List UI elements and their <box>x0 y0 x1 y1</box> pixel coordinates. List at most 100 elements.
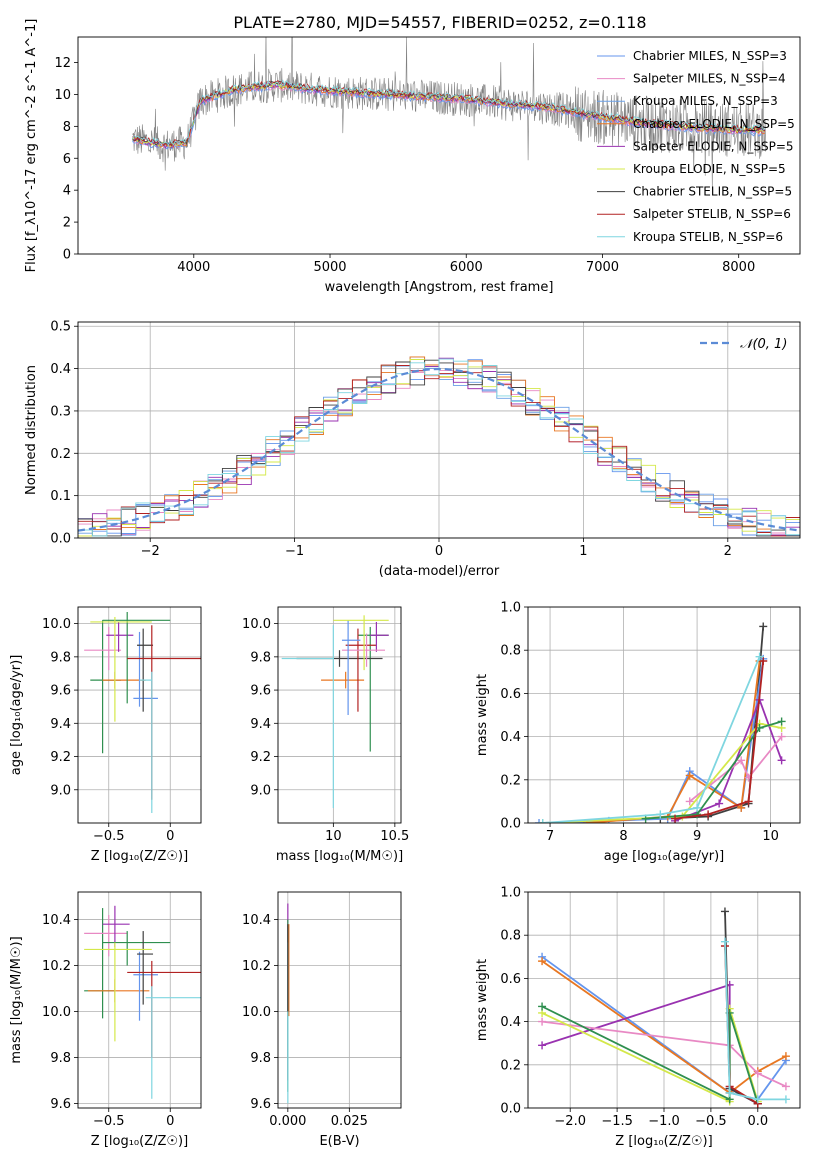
axes-frame <box>77 36 801 255</box>
gaussian-curve <box>78 367 800 532</box>
y-tick-label: 0.2 <box>500 1058 521 1073</box>
age_vs_Z-panel: −0.5 0 9.0 9.2 9.4 9.6 9.8 10.0 Z [log₁₀(Z/Z☉)] a… <box>9 606 202 864</box>
y-tick-label: 0.6 <box>500 687 521 702</box>
x-axis-label: Z [log₁₀(Z/Z☉)] <box>91 849 188 864</box>
y-tick-label: 12 <box>54 56 71 71</box>
legend-label: Salpeter MILES, N_SSP=4 <box>633 72 786 86</box>
x-tick-label: −2.0 <box>554 1114 586 1129</box>
weight-line-6 <box>645 720 782 820</box>
y-tick-label: 4 <box>63 184 71 199</box>
weight-line-7 <box>674 660 765 820</box>
age_vs_mass-panel: 10 10.5 9.0 9.2 9.4 9.6 9.8 10.0 mass [log₁₀(M/M… <box>242 606 409 864</box>
weight-marker <box>759 657 768 665</box>
x-tick-label: 10 <box>325 829 342 844</box>
y-tick-label: 9.6 <box>50 684 71 699</box>
weight-line-8 <box>724 941 786 1101</box>
weight-marker <box>753 1095 762 1104</box>
x-axis-label: E(B-V) <box>319 1134 359 1149</box>
chart-panels: 4000 5000 6000 7000 8000024681012wavelength … <box>9 19 801 1149</box>
axes-frame <box>277 606 402 824</box>
x-tick-label: −1 <box>285 544 304 559</box>
x-axis-label: wavelength [Angstrom, rest frame] <box>325 280 554 295</box>
y-tick-label: 9.8 <box>50 650 71 665</box>
y-tick-label: 1.0 <box>500 601 521 616</box>
y-axis-label: mass weight <box>475 959 490 1041</box>
x-tick-label: 10.5 <box>380 829 409 844</box>
x-axis-label: mass [log₁₀(M/M☉)] <box>276 849 403 864</box>
weight-marker <box>781 1052 790 1061</box>
weight_vs_Z-plot-area <box>528 892 800 1108</box>
y-tick-label: 0.2 <box>50 447 71 462</box>
axes-frame <box>77 606 202 824</box>
weight-marker <box>538 819 547 823</box>
age_vs_mass-plot-area <box>278 607 401 823</box>
x-tick-label: −0.5 <box>695 1114 727 1129</box>
y-axis-label: mass [log₁₀(M/M☉)] <box>9 936 24 1063</box>
mass_vs_Z-plot-area <box>78 892 201 1108</box>
y-tick-label: 9.0 <box>250 783 271 798</box>
y-tick-label: 10.4 <box>42 913 71 928</box>
weight-marker <box>720 937 729 946</box>
weight-marker <box>685 797 694 806</box>
y-tick-label: 0.0 <box>500 1102 521 1117</box>
y-tick-label: 9.8 <box>250 1051 271 1066</box>
weight_vs_Z-panel: −2.0 −1.5 −1.0 −0.5 0.0 0.0 0.2 0.4 0.6 0.8 1.0 Z [… <box>475 886 801 1149</box>
y-axis-label: Flux [f_λ10^-17 erg cm^-2 s^-1 A^-1] <box>24 19 39 273</box>
y-tick-label: 10.4 <box>242 913 271 928</box>
y-axis-label: age [log₁₀(age/yr)] <box>9 655 24 776</box>
y-tick-label: 0.3 <box>50 404 71 419</box>
x-tick-label: 0.0 <box>747 1114 768 1129</box>
y-tick-label: 0.0 <box>50 532 71 547</box>
y-tick-label: 9.6 <box>50 1097 71 1112</box>
weight-marker <box>685 771 694 780</box>
y-tick-label: 9.4 <box>250 717 271 732</box>
weight-marker <box>777 732 786 741</box>
weight_vs_age-plot-area <box>528 607 800 823</box>
y-tick-label: 9.2 <box>250 750 271 765</box>
y-tick-label: 2 <box>63 216 71 231</box>
y-tick-label: 0.5 <box>50 320 71 335</box>
x-tick-label: 0 <box>166 1114 174 1129</box>
weight-marker <box>737 756 746 765</box>
model-line-3 <box>132 82 766 149</box>
x-tick-label: 5000 <box>313 260 346 275</box>
weight-marker <box>538 1002 547 1011</box>
weight-line-1 <box>541 960 787 1095</box>
y-tick-label: 10.0 <box>242 1005 271 1020</box>
y-tick-label: 9.8 <box>50 1051 71 1066</box>
weight-marker <box>693 803 702 812</box>
x-tick-label: −1.5 <box>601 1114 633 1129</box>
y-tick-label: 1.0 <box>500 886 521 901</box>
x-tick-label: −1.0 <box>648 1114 680 1129</box>
age_vs_Z-plot-area <box>78 607 201 823</box>
weight-marker <box>755 652 764 661</box>
y-tick-label: 0.8 <box>500 644 521 659</box>
x-axis-label: Z [log₁₀(Z/Z☉)] <box>615 1134 712 1149</box>
weight-line-2 <box>586 660 761 823</box>
weight_vs_age-panel: 7 8 9 10 0.0 0.2 0.4 0.6 0.8 1.0 age [log₁₀(age/yr… <box>475 601 801 864</box>
weight-marker <box>777 756 786 765</box>
y-tick-label: 10 <box>54 88 71 103</box>
hist-series-7 <box>78 364 800 537</box>
weight-marker <box>720 907 729 916</box>
weight-marker <box>538 957 547 966</box>
mass_vs_Z-panel: −0.5 0 9.6 9.8 10.0 10.2 10.4 Z [log₁₀(Z/Z☉)] ma… <box>9 891 202 1149</box>
axes-frame <box>277 891 402 1109</box>
y-tick-label: 0.4 <box>500 1015 521 1030</box>
weight-line-4 <box>689 736 783 803</box>
histogram-panel: −2 −1 0 1 2 0.0 0.1 0.2 0.3 0.4 0.5 (data-model)/er… <box>24 320 801 579</box>
weight-marker <box>737 803 746 812</box>
y-tick-label: 6 <box>63 152 71 167</box>
mass_vs_ebv-plot-area <box>278 892 401 1108</box>
y-tick-label: 8 <box>63 120 71 135</box>
mass_vs_ebv-panel: 0.000 0.025 9.6 9.8 10.0 10.2 10.4 E(B-V) <box>242 891 402 1149</box>
x-tick-label: 8000 <box>722 260 755 275</box>
legend-label: Chabrier MILES, N_SSP=3 <box>633 49 787 63</box>
y-tick-label: 10.0 <box>42 617 71 632</box>
weight-marker <box>753 1069 762 1078</box>
x-tick-label: 1 <box>579 544 587 559</box>
y-tick-label: 10.0 <box>42 1005 71 1020</box>
y-tick-label: 9.6 <box>250 1097 271 1112</box>
x-axis-label: age [log₁₀(age/yr)] <box>604 849 725 864</box>
